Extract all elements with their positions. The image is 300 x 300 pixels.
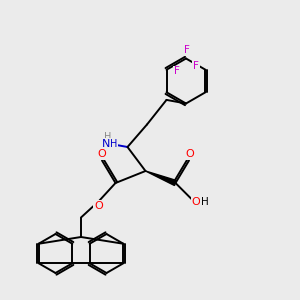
Text: F: F <box>193 61 199 71</box>
Text: F: F <box>174 66 180 76</box>
Text: O: O <box>97 149 106 159</box>
Text: H: H <box>110 139 118 149</box>
Text: O: O <box>191 196 200 207</box>
Polygon shape <box>146 171 176 185</box>
Text: H: H <box>104 132 112 142</box>
Text: H: H <box>201 196 209 207</box>
Text: N: N <box>102 139 110 149</box>
Text: O: O <box>94 201 103 211</box>
Text: O: O <box>185 149 194 159</box>
Text: F: F <box>184 45 190 55</box>
